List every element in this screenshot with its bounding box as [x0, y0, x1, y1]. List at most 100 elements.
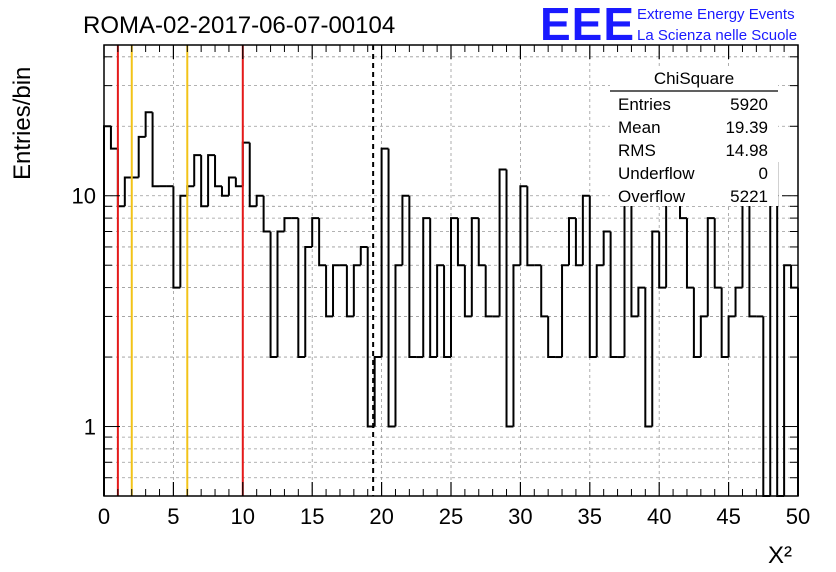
histogram-bin: [567, 217, 576, 266]
histogram-bin: [720, 287, 729, 359]
stats-row-value: 19.39: [725, 118, 768, 137]
histogram-bin: [637, 286, 646, 317]
x-tick-label: 20: [369, 504, 393, 529]
histogram-bin: [484, 265, 493, 318]
histogram-bin: [436, 264, 445, 358]
histogram-bin: [297, 218, 306, 359]
histogram-bin: [144, 111, 153, 137]
histogram-bin: [547, 316, 556, 359]
histogram-bin: [422, 217, 431, 358]
histogram-bin: [186, 185, 195, 196]
histogram-bin: [505, 169, 514, 428]
x-tick-label: 25: [439, 504, 463, 529]
histogram-bin: [443, 265, 451, 359]
histogram-bin: [255, 194, 264, 207]
histogram-bin: [540, 265, 549, 318]
x-tick-labels: 0 5 10 15 20 25 30 35 40 45 50: [98, 504, 810, 529]
histogram-bin: [463, 265, 472, 318]
histogram-bin: [658, 231, 667, 289]
x-tick-label: 0: [98, 504, 110, 529]
x-tick-label: 40: [647, 504, 671, 529]
histogram-bin: [644, 287, 653, 428]
histogram-bin: [783, 264, 792, 496]
histogram-bin: [602, 230, 611, 266]
histogram-bin: [776, 162, 785, 497]
y-tick-labels: 1 10: [72, 184, 96, 440]
eee-logo-line2: La Scienza nelle Scuole: [637, 27, 797, 44]
eee-logo-line1: Extreme Energy Events: [637, 6, 795, 23]
histogram-bin: [588, 195, 597, 359]
x-tick-label: 10: [231, 504, 255, 529]
histogram-bin: [609, 231, 618, 359]
axis-ticks: [103, 45, 799, 497]
x-tick-label: 30: [508, 504, 532, 529]
histogram-bin: [450, 217, 458, 358]
histogram-bin: [123, 176, 132, 207]
histogram-bin: [380, 147, 389, 358]
histogram-bin: [477, 218, 486, 267]
histogram-bin: [345, 265, 354, 318]
histogram-bin: [193, 154, 202, 187]
x-axis-label: X²: [768, 542, 792, 569]
histogram-bin: [227, 176, 236, 196]
stats-row-label: Overflow: [618, 187, 686, 206]
histogram-bin: [151, 112, 160, 188]
histogram-bin: [595, 264, 604, 358]
histogram-bin: [262, 195, 271, 233]
histogram-bin: [713, 218, 722, 289]
histogram-bin: [401, 194, 410, 266]
histogram-bin: [498, 168, 507, 317]
stats-rows: Entries 5920 Mean 19.39 RMS 14.98 Underflow 0 Ov…: [618, 95, 768, 206]
histogram-bin: [304, 245, 313, 358]
histogram-bin: [137, 135, 146, 178]
histogram-bin: [706, 217, 715, 317]
histogram-bin: [470, 217, 479, 317]
stats-box: ChiSquare Entries 5920 Mean 19.39 RMS 14.98 Un…: [610, 66, 778, 206]
histogram-bin: [207, 154, 216, 207]
histogram-bin: [762, 316, 771, 497]
x-tick-label: 5: [167, 504, 179, 529]
histogram-bin: [103, 125, 111, 496]
histogram-bin: [699, 315, 708, 358]
histogram-bin: [408, 195, 417, 359]
histogram-bin: [519, 185, 528, 266]
plot-title: ROMA-02-2017-06-07-00104: [83, 12, 395, 39]
stats-title: ChiSquare: [654, 69, 734, 88]
stats-row-value: 5920: [730, 95, 768, 114]
histogram-bin: [574, 218, 583, 267]
y-tick-label: 1: [84, 415, 96, 440]
histogram-bin: [651, 230, 660, 427]
histogram-bin: [692, 287, 701, 359]
histogram-bin: [214, 155, 222, 188]
histogram-bin: [311, 217, 320, 247]
eee-logo: EEE Extreme Energy Events La Scienza nel…: [540, 0, 797, 50]
histogram-bin: [283, 217, 292, 232]
histogram-bin: [727, 315, 736, 358]
stats-row-label: Underflow: [618, 164, 695, 183]
histogram-bin: [394, 264, 403, 427]
y-axis-label: Entries/bin: [9, 67, 36, 180]
x-tick-label: 45: [716, 504, 740, 529]
y-tick-label: 10: [72, 184, 96, 209]
histogram-bin: [581, 194, 590, 266]
histogram-bin: [373, 356, 382, 427]
stats-row-value: 0: [759, 164, 768, 183]
histogram-bin: [276, 230, 285, 358]
histogram-bin: [665, 194, 674, 288]
histogram-bin: [179, 194, 188, 288]
histogram-bin: [172, 186, 181, 289]
histogram-bin: [116, 148, 125, 208]
histogram-bin: [234, 177, 243, 188]
histogram-bin: [734, 286, 743, 317]
histogram-bin: [318, 218, 327, 267]
histogram-bin: [456, 218, 465, 267]
stats-row-label: Mean: [618, 118, 661, 137]
stats-row-label: Entries: [618, 95, 671, 114]
histogram-bin: [685, 218, 694, 289]
histogram-bin: [248, 142, 257, 208]
x-tick-label: 35: [578, 504, 602, 529]
histogram-bin: [387, 148, 396, 428]
histogram-bin: [561, 264, 569, 358]
stats-row-value: 14.98: [725, 141, 768, 160]
